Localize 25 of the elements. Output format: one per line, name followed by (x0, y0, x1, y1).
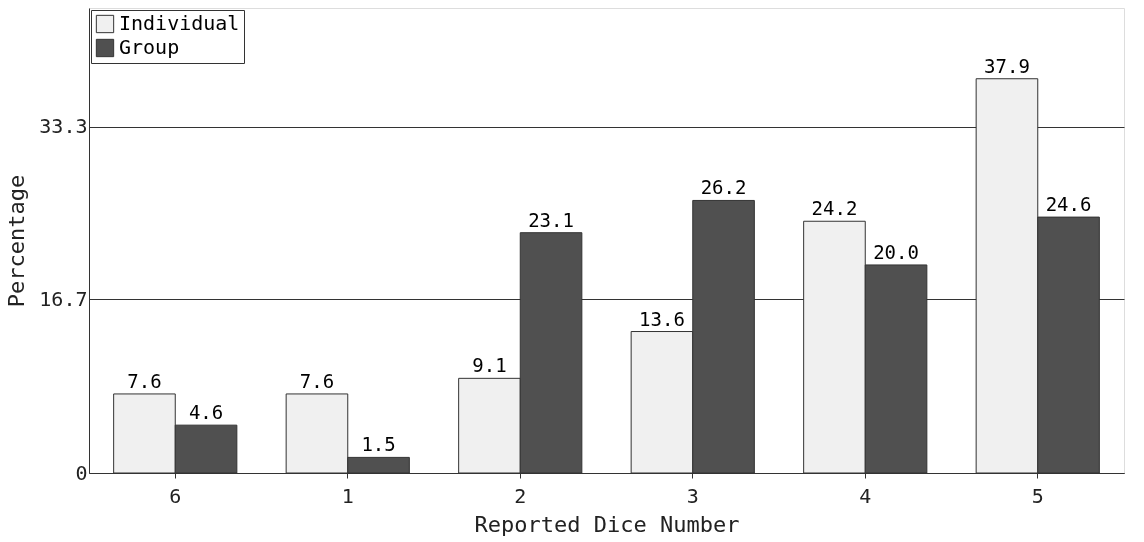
x-tick-label: 5 (1031, 483, 1044, 508)
data-label: 24.6 (1045, 193, 1092, 216)
data-label: 37.9 (984, 54, 1030, 77)
x-tick-label: 1 (341, 483, 354, 508)
data-label: 13.6 (639, 307, 685, 330)
data-label: 7.6 (299, 369, 335, 392)
data-label: 26.2 (700, 176, 747, 199)
data-label: 23.1 (528, 208, 574, 231)
legend-label: Individual (119, 11, 240, 35)
x-tick-label: 3 (686, 483, 699, 508)
data-label: 24.2 (811, 197, 858, 220)
legend-label: Group (119, 35, 180, 59)
y-tick-label: 33.3 (39, 114, 88, 139)
data-label: 9.1 (472, 354, 507, 377)
x-tick-label: 6 (169, 483, 182, 508)
y-tick-label: 0 (75, 460, 88, 485)
data-label: 4.6 (188, 401, 224, 424)
data-label: 7.6 (127, 369, 162, 392)
x-tick-label: 2 (514, 483, 527, 508)
data-label: 20.0 (873, 240, 919, 263)
x-tick-label: 4 (859, 483, 872, 508)
x-axis-title: Reported Dice Number (474, 511, 740, 537)
y-axis-title: Percentage (4, 174, 30, 308)
data-label: 1.5 (361, 433, 396, 456)
y-tick-label: 16.7 (39, 286, 88, 311)
